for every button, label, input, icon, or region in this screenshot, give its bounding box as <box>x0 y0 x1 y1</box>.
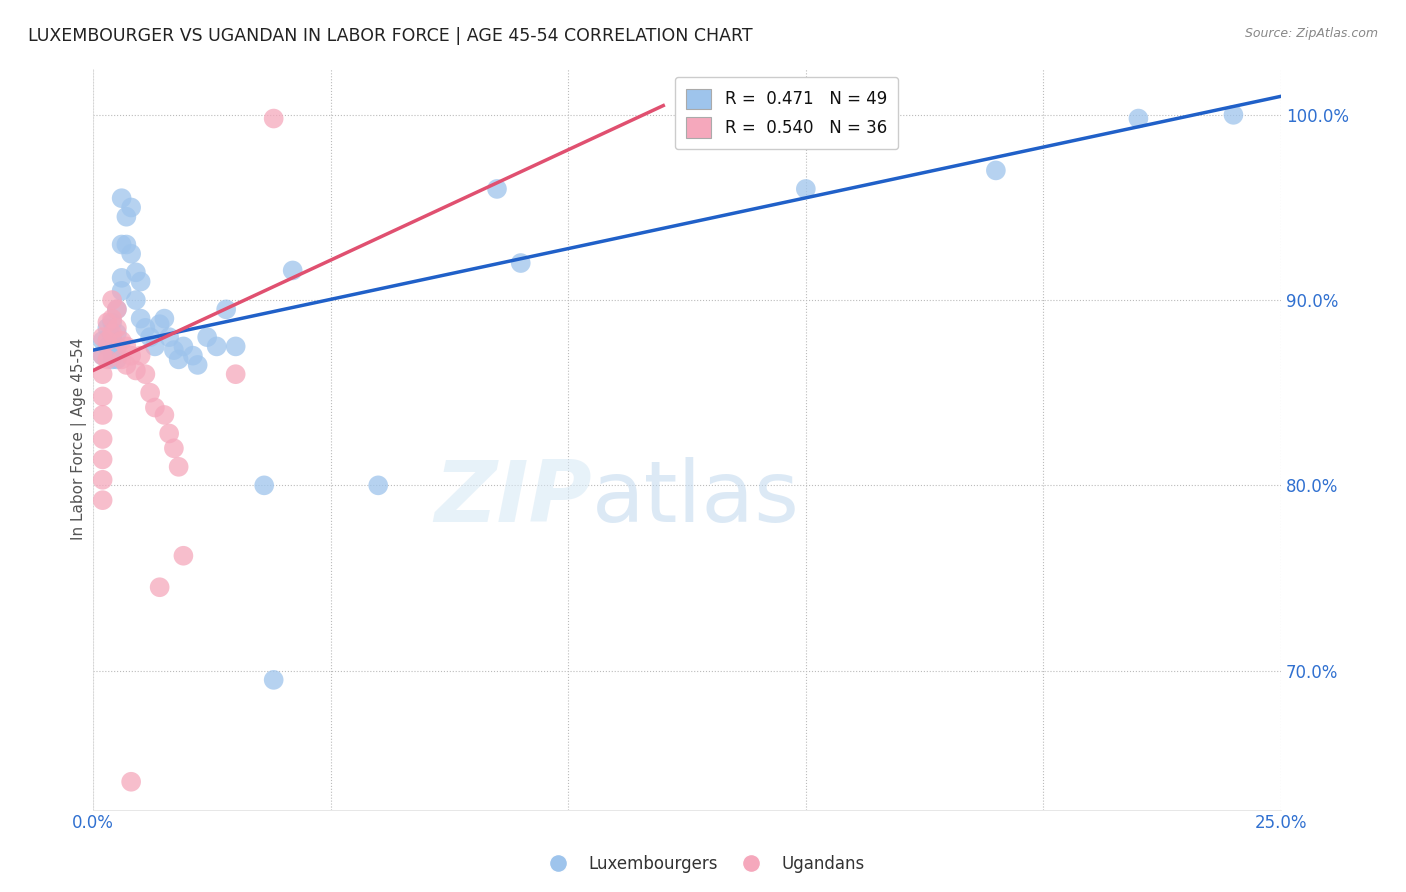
Point <box>111 284 134 298</box>
Point <box>91 493 114 508</box>
Point <box>225 367 247 381</box>
Point <box>157 330 180 344</box>
Point <box>143 401 166 415</box>
Point <box>485 182 508 196</box>
Point <box>105 302 128 317</box>
Point <box>187 358 209 372</box>
Text: atlas: atlas <box>592 457 800 540</box>
Point <box>101 326 124 341</box>
Point <box>91 389 114 403</box>
Point <box>139 330 162 344</box>
Point <box>105 321 128 335</box>
Point <box>125 363 148 377</box>
Point <box>91 349 114 363</box>
Point <box>120 349 142 363</box>
Point <box>149 580 172 594</box>
Point <box>129 349 152 363</box>
Text: Source: ZipAtlas.com: Source: ZipAtlas.com <box>1244 27 1378 40</box>
Point <box>115 210 138 224</box>
Point <box>91 408 114 422</box>
Point <box>1128 112 1150 126</box>
Point <box>96 321 118 335</box>
Point <box>91 330 114 344</box>
Point <box>167 459 190 474</box>
Text: LUXEMBOURGER VS UGANDAN IN LABOR FORCE | AGE 45-54 CORRELATION CHART: LUXEMBOURGER VS UGANDAN IN LABOR FORCE |… <box>28 27 752 45</box>
Point <box>163 343 186 357</box>
Legend: R =  0.471   N = 49, R =  0.540   N = 36: R = 0.471 N = 49, R = 0.540 N = 36 <box>675 77 898 149</box>
Point <box>509 256 531 270</box>
Point <box>281 263 304 277</box>
Point <box>163 442 186 456</box>
Point <box>101 330 124 344</box>
Legend: Luxembourgers, Ugandans: Luxembourgers, Ugandans <box>534 848 872 880</box>
Point <box>205 339 228 353</box>
Point <box>172 549 194 563</box>
Point <box>111 334 134 348</box>
Point <box>91 367 114 381</box>
Point <box>115 358 138 372</box>
Point <box>96 352 118 367</box>
Point <box>263 112 285 126</box>
Point <box>181 349 204 363</box>
Point <box>91 349 114 363</box>
Point <box>96 334 118 348</box>
Point <box>120 247 142 261</box>
Point <box>120 774 142 789</box>
Point <box>125 265 148 279</box>
Point <box>111 270 134 285</box>
Point <box>367 478 389 492</box>
Point <box>96 315 118 329</box>
Y-axis label: In Labor Force | Age 45-54: In Labor Force | Age 45-54 <box>72 338 87 541</box>
Point <box>101 311 124 326</box>
Point <box>225 339 247 353</box>
Point <box>91 473 114 487</box>
Point <box>139 385 162 400</box>
Point <box>115 237 138 252</box>
Point <box>101 341 124 355</box>
Point <box>105 326 128 341</box>
Point <box>111 237 134 252</box>
Point <box>91 334 114 348</box>
Point <box>105 352 128 367</box>
Point <box>149 317 172 331</box>
Point <box>101 315 124 329</box>
Point <box>153 311 176 326</box>
Point <box>105 339 128 353</box>
Text: ZIP: ZIP <box>434 457 592 540</box>
Point <box>143 339 166 353</box>
Point <box>120 201 142 215</box>
Point <box>157 426 180 441</box>
Point <box>153 408 176 422</box>
Point <box>129 311 152 326</box>
Point <box>195 330 218 344</box>
Point <box>101 352 124 367</box>
Point <box>134 367 156 381</box>
Point <box>1222 108 1244 122</box>
Point <box>111 191 134 205</box>
Point <box>101 293 124 307</box>
Point <box>125 293 148 307</box>
Point <box>111 352 134 367</box>
Point <box>215 302 238 317</box>
Point <box>96 339 118 353</box>
Point <box>794 182 817 196</box>
Point <box>91 432 114 446</box>
Point <box>129 275 152 289</box>
Point <box>115 339 138 353</box>
Point <box>263 673 285 687</box>
Point <box>134 321 156 335</box>
Point <box>105 302 128 317</box>
Point <box>91 452 114 467</box>
Point <box>167 352 190 367</box>
Point <box>984 163 1007 178</box>
Point <box>253 478 276 492</box>
Point <box>172 339 194 353</box>
